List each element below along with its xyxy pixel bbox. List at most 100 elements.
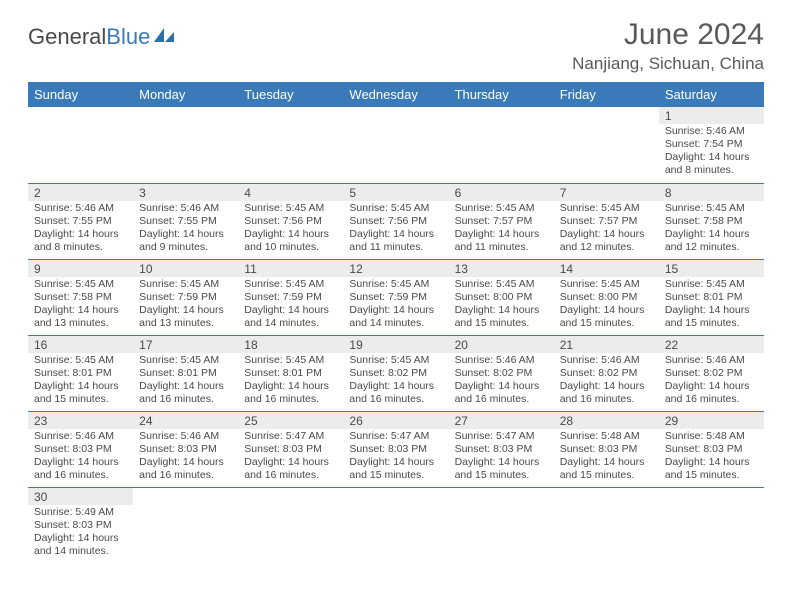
day-number: 29	[659, 412, 764, 429]
sunset-text: Sunset: 7:59 PM	[139, 291, 232, 304]
calendar-day-cell: 19Sunrise: 5:45 AMSunset: 8:02 PMDayligh…	[343, 335, 448, 411]
sunrise-text: Sunrise: 5:49 AM	[34, 506, 127, 519]
day-content: Sunrise: 5:45 AMSunset: 8:01 PMDaylight:…	[28, 353, 133, 411]
calendar-week-row: 2Sunrise: 5:46 AMSunset: 7:55 PMDaylight…	[28, 183, 764, 259]
day-number: 5	[343, 184, 448, 201]
day-number: 27	[449, 412, 554, 429]
calendar-day-cell: 3Sunrise: 5:46 AMSunset: 7:55 PMDaylight…	[133, 183, 238, 259]
calendar-day-cell: 14Sunrise: 5:45 AMSunset: 8:00 PMDayligh…	[554, 259, 659, 335]
daylight-text: Daylight: 14 hours and 16 minutes.	[244, 456, 337, 482]
daylight-text: Daylight: 14 hours and 16 minutes.	[349, 380, 442, 406]
calendar-day-cell: 8Sunrise: 5:45 AMSunset: 7:58 PMDaylight…	[659, 183, 764, 259]
weekday-header: Monday	[133, 82, 238, 107]
sunset-text: Sunset: 8:03 PM	[244, 443, 337, 456]
sunrise-text: Sunrise: 5:45 AM	[349, 202, 442, 215]
calendar-day-cell: 18Sunrise: 5:45 AMSunset: 8:01 PMDayligh…	[238, 335, 343, 411]
sunrise-text: Sunrise: 5:45 AM	[560, 202, 653, 215]
day-number: 19	[343, 336, 448, 353]
daylight-text: Daylight: 14 hours and 16 minutes.	[139, 380, 232, 406]
calendar-day-cell: 5Sunrise: 5:45 AMSunset: 7:56 PMDaylight…	[343, 183, 448, 259]
calendar-day-cell	[449, 107, 554, 183]
daylight-text: Daylight: 14 hours and 16 minutes.	[665, 380, 758, 406]
sunset-text: Sunset: 7:56 PM	[349, 215, 442, 228]
day-content: Sunrise: 5:45 AMSunset: 7:59 PMDaylight:…	[238, 277, 343, 335]
daylight-text: Daylight: 14 hours and 14 minutes.	[349, 304, 442, 330]
calendar-week-row: 9Sunrise: 5:45 AMSunset: 7:58 PMDaylight…	[28, 259, 764, 335]
day-content: Sunrise: 5:46 AMSunset: 8:02 PMDaylight:…	[659, 353, 764, 411]
calendar-week-row: 30Sunrise: 5:49 AMSunset: 8:03 PMDayligh…	[28, 487, 764, 563]
daylight-text: Daylight: 14 hours and 15 minutes.	[455, 456, 548, 482]
calendar-day-cell	[133, 107, 238, 183]
sunrise-text: Sunrise: 5:45 AM	[665, 202, 758, 215]
calendar-day-cell: 12Sunrise: 5:45 AMSunset: 7:59 PMDayligh…	[343, 259, 448, 335]
day-content: Sunrise: 5:45 AMSunset: 7:57 PMDaylight:…	[449, 201, 554, 259]
calendar-day-cell: 28Sunrise: 5:48 AMSunset: 8:03 PMDayligh…	[554, 411, 659, 487]
calendar-day-cell: 27Sunrise: 5:47 AMSunset: 8:03 PMDayligh…	[449, 411, 554, 487]
day-content: Sunrise: 5:46 AMSunset: 8:02 PMDaylight:…	[554, 353, 659, 411]
day-content: Sunrise: 5:45 AMSunset: 7:56 PMDaylight:…	[343, 201, 448, 259]
day-number: 15	[659, 260, 764, 277]
brand-logo: GeneralBlue	[28, 24, 176, 50]
sunrise-text: Sunrise: 5:46 AM	[455, 354, 548, 367]
calendar-day-cell: 13Sunrise: 5:45 AMSunset: 8:00 PMDayligh…	[449, 259, 554, 335]
calendar-day-cell: 26Sunrise: 5:47 AMSunset: 8:03 PMDayligh…	[343, 411, 448, 487]
day-content: Sunrise: 5:45 AMSunset: 8:00 PMDaylight:…	[449, 277, 554, 335]
day-content: Sunrise: 5:48 AMSunset: 8:03 PMDaylight:…	[554, 429, 659, 487]
calendar-day-cell: 23Sunrise: 5:46 AMSunset: 8:03 PMDayligh…	[28, 411, 133, 487]
sunset-text: Sunset: 8:00 PM	[455, 291, 548, 304]
daylight-text: Daylight: 14 hours and 15 minutes.	[665, 304, 758, 330]
calendar-day-cell: 9Sunrise: 5:45 AMSunset: 7:58 PMDaylight…	[28, 259, 133, 335]
sunrise-text: Sunrise: 5:46 AM	[560, 354, 653, 367]
day-number: 1	[659, 107, 764, 124]
day-content: Sunrise: 5:46 AMSunset: 7:54 PMDaylight:…	[659, 124, 764, 182]
sunset-text: Sunset: 7:55 PM	[34, 215, 127, 228]
sunrise-text: Sunrise: 5:45 AM	[349, 278, 442, 291]
daylight-text: Daylight: 14 hours and 16 minutes.	[139, 456, 232, 482]
sunrise-text: Sunrise: 5:47 AM	[244, 430, 337, 443]
day-content: Sunrise: 5:45 AMSunset: 7:59 PMDaylight:…	[343, 277, 448, 335]
sunset-text: Sunset: 7:58 PM	[665, 215, 758, 228]
daylight-text: Daylight: 14 hours and 12 minutes.	[665, 228, 758, 254]
daylight-text: Daylight: 14 hours and 14 minutes.	[34, 532, 127, 558]
day-number: 9	[28, 260, 133, 277]
day-number: 13	[449, 260, 554, 277]
daylight-text: Daylight: 14 hours and 15 minutes.	[349, 456, 442, 482]
sunset-text: Sunset: 8:03 PM	[455, 443, 548, 456]
daylight-text: Daylight: 14 hours and 8 minutes.	[665, 151, 758, 177]
sunrise-text: Sunrise: 5:46 AM	[34, 202, 127, 215]
daylight-text: Daylight: 14 hours and 12 minutes.	[560, 228, 653, 254]
sunrise-text: Sunrise: 5:46 AM	[665, 125, 758, 138]
day-number: 12	[343, 260, 448, 277]
sunset-text: Sunset: 8:03 PM	[560, 443, 653, 456]
sunset-text: Sunset: 7:57 PM	[560, 215, 653, 228]
sail-icon	[152, 24, 176, 50]
daylight-text: Daylight: 14 hours and 15 minutes.	[560, 304, 653, 330]
sunrise-text: Sunrise: 5:45 AM	[139, 354, 232, 367]
daylight-text: Daylight: 14 hours and 15 minutes.	[455, 304, 548, 330]
sunrise-text: Sunrise: 5:45 AM	[139, 278, 232, 291]
daylight-text: Daylight: 14 hours and 9 minutes.	[139, 228, 232, 254]
day-content: Sunrise: 5:45 AMSunset: 7:58 PMDaylight:…	[659, 201, 764, 259]
calendar-day-cell: 7Sunrise: 5:45 AMSunset: 7:57 PMDaylight…	[554, 183, 659, 259]
sunrise-text: Sunrise: 5:45 AM	[244, 354, 337, 367]
calendar-day-cell: 22Sunrise: 5:46 AMSunset: 8:02 PMDayligh…	[659, 335, 764, 411]
day-number: 23	[28, 412, 133, 429]
calendar-day-cell	[238, 107, 343, 183]
sunrise-text: Sunrise: 5:46 AM	[34, 430, 127, 443]
daylight-text: Daylight: 14 hours and 16 minutes.	[34, 456, 127, 482]
sunset-text: Sunset: 8:02 PM	[665, 367, 758, 380]
calendar-day-cell	[659, 487, 764, 563]
calendar-day-cell: 17Sunrise: 5:45 AMSunset: 8:01 PMDayligh…	[133, 335, 238, 411]
calendar-day-cell: 16Sunrise: 5:45 AMSunset: 8:01 PMDayligh…	[28, 335, 133, 411]
day-content: Sunrise: 5:46 AMSunset: 8:02 PMDaylight:…	[449, 353, 554, 411]
sunset-text: Sunset: 8:01 PM	[34, 367, 127, 380]
sunrise-text: Sunrise: 5:46 AM	[139, 430, 232, 443]
day-content: Sunrise: 5:45 AMSunset: 8:01 PMDaylight:…	[659, 277, 764, 335]
day-number: 20	[449, 336, 554, 353]
sunrise-text: Sunrise: 5:48 AM	[560, 430, 653, 443]
page-header: GeneralBlue June 2024 Nanjiang, Sichuan,…	[28, 18, 764, 74]
day-content: Sunrise: 5:49 AMSunset: 8:03 PMDaylight:…	[28, 505, 133, 563]
day-content: Sunrise: 5:45 AMSunset: 7:56 PMDaylight:…	[238, 201, 343, 259]
daylight-text: Daylight: 14 hours and 16 minutes.	[560, 380, 653, 406]
day-content: Sunrise: 5:46 AMSunset: 8:03 PMDaylight:…	[133, 429, 238, 487]
